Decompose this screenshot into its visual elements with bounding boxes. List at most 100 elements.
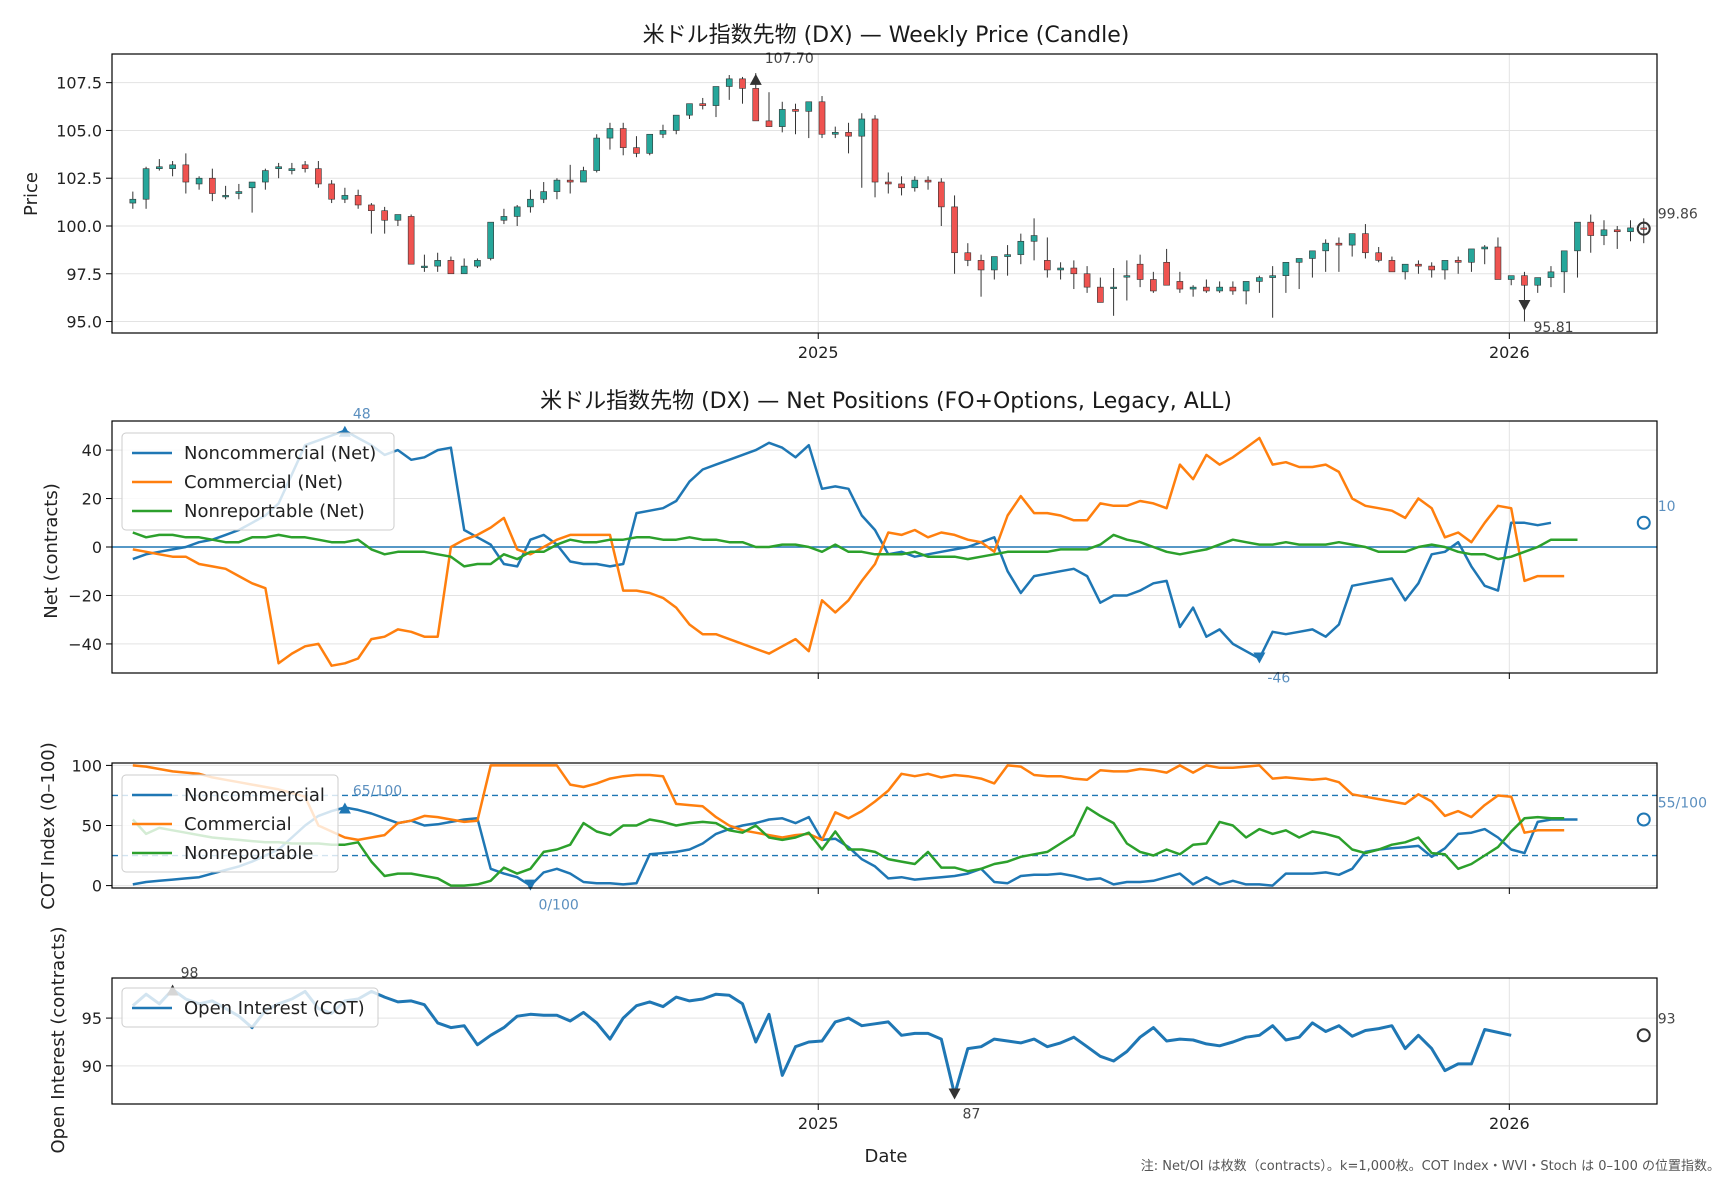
cot-ylabel: COT Index (0–100) xyxy=(38,742,59,910)
candle-body xyxy=(407,216,415,265)
candle-body xyxy=(1017,240,1025,255)
candle-body xyxy=(619,128,627,148)
candle-body xyxy=(209,177,216,194)
candle-body xyxy=(394,214,402,221)
candle-body xyxy=(659,130,667,135)
oi-last-label: 93 xyxy=(1658,1011,1676,1027)
candle-body xyxy=(328,183,335,200)
price-y-ticks: 95.0 97.5 100.0 102.5 105.0 107.5 xyxy=(56,74,112,332)
candle-body xyxy=(1044,260,1051,271)
candle-body xyxy=(129,198,137,204)
candle-body xyxy=(1627,227,1634,233)
candle-body xyxy=(1189,286,1197,290)
cot-legend: Noncommercial Commercial Nonreportable xyxy=(121,774,339,873)
candle-body xyxy=(222,195,229,198)
candle-body xyxy=(1481,246,1489,250)
oi-x-ticks: 2025 2026 xyxy=(798,1104,1530,1133)
candle-body xyxy=(1401,263,1409,273)
legend-box xyxy=(121,774,339,873)
oi-legend: Open Interest (COT) xyxy=(121,987,379,1028)
candle-body xyxy=(765,120,773,127)
candle-body xyxy=(1295,258,1303,263)
price-x-ticks: 2025 2026 xyxy=(798,333,1530,362)
cot-series-line xyxy=(132,764,1565,842)
candle-body xyxy=(898,183,905,189)
candle-body xyxy=(1083,273,1091,288)
y-tick-label: 95.0 xyxy=(66,313,102,332)
price-max-label: 107.70 xyxy=(765,51,814,67)
net-panel: 米ドル指数先物 (DX) — Net Positions (FO+Options… xyxy=(41,389,1676,686)
net-title: 米ドル指数先物 (DX) — Net Positions (FO+Options… xyxy=(540,389,1232,414)
price-ylabel: Price xyxy=(21,172,42,216)
oi-xlabel: Date xyxy=(864,1146,907,1167)
candle-body xyxy=(1269,275,1276,278)
candle-body xyxy=(1574,221,1581,252)
cot-last-marker xyxy=(1636,812,1651,827)
y-tick-label: 0 xyxy=(92,877,102,896)
candle-body xyxy=(1309,250,1316,259)
oi-max-label: 98 xyxy=(181,965,199,981)
y-tick-label: −40 xyxy=(68,635,102,654)
candle-body xyxy=(1097,286,1104,303)
legend-label: Noncommercial (Net) xyxy=(184,443,376,464)
net-last-label: 10 xyxy=(1658,499,1676,515)
candle-body xyxy=(884,181,892,185)
candle-body xyxy=(235,191,243,194)
cot-y-ticks: 0 50 100 xyxy=(71,756,112,896)
candle-body xyxy=(447,260,455,275)
cot-last-label: 55/100 xyxy=(1658,795,1707,811)
candle-body xyxy=(924,179,932,183)
candle-body xyxy=(593,137,601,171)
candle-body xyxy=(142,168,150,200)
y-tick-label: 20 xyxy=(82,490,102,509)
candle-body xyxy=(500,216,508,221)
candle-body xyxy=(1454,260,1462,263)
candle-body xyxy=(871,118,879,183)
price-title: 米ドル指数先物 (DX) — Weekly Price (Candle) xyxy=(643,23,1130,48)
candle-body xyxy=(1057,267,1064,271)
legend-label: Commercial (Net) xyxy=(184,472,343,493)
candle-body xyxy=(792,109,799,112)
candle-body xyxy=(686,103,693,116)
price-min-label: 95.81 xyxy=(1533,320,1573,336)
candle-body xyxy=(1163,261,1170,286)
candle-body xyxy=(752,88,760,122)
legend-label: Open Interest (COT) xyxy=(184,998,365,1019)
candle-body xyxy=(553,179,561,192)
oi-ylabel: Open Interest (contracts) xyxy=(48,926,69,1153)
candle-body xyxy=(566,179,574,183)
y-tick-label: 95 xyxy=(82,1009,102,1028)
candle-body xyxy=(1375,252,1382,261)
price-last-marker xyxy=(1636,221,1651,236)
candle-body xyxy=(288,168,296,171)
cot-annotations: 65/100 0/100 55/100 xyxy=(338,783,1707,914)
price-axes-frame xyxy=(111,53,1658,334)
candle-body xyxy=(831,132,839,135)
net-max-label: 48 xyxy=(353,407,371,423)
candle-body xyxy=(991,256,998,271)
candle-body xyxy=(858,118,866,137)
y-tick-label: 102.5 xyxy=(56,169,102,188)
candle-body xyxy=(1136,263,1144,280)
candle-body xyxy=(845,132,852,137)
cot-series-line xyxy=(132,806,1578,887)
candle-body xyxy=(1229,286,1237,292)
candle-body xyxy=(712,86,720,106)
candle-body xyxy=(911,179,919,189)
y-tick-label: 100 xyxy=(71,756,102,775)
candle-body xyxy=(1613,229,1621,233)
candle-body xyxy=(739,78,746,89)
candle-body xyxy=(633,147,640,154)
net-last-marker xyxy=(1636,515,1651,530)
candle-body xyxy=(1348,233,1356,246)
candle-body xyxy=(1534,277,1542,286)
price-last-label: 99.86 xyxy=(1658,207,1698,223)
oi-y-ticks: 90 95 xyxy=(82,1009,112,1076)
candle-body xyxy=(487,221,494,259)
candle-body xyxy=(1494,246,1502,280)
legend-label: Nonreportable xyxy=(184,843,313,864)
candle-body xyxy=(1547,271,1555,278)
candle-body xyxy=(301,164,309,169)
y-tick-label: 100.0 xyxy=(56,217,102,236)
